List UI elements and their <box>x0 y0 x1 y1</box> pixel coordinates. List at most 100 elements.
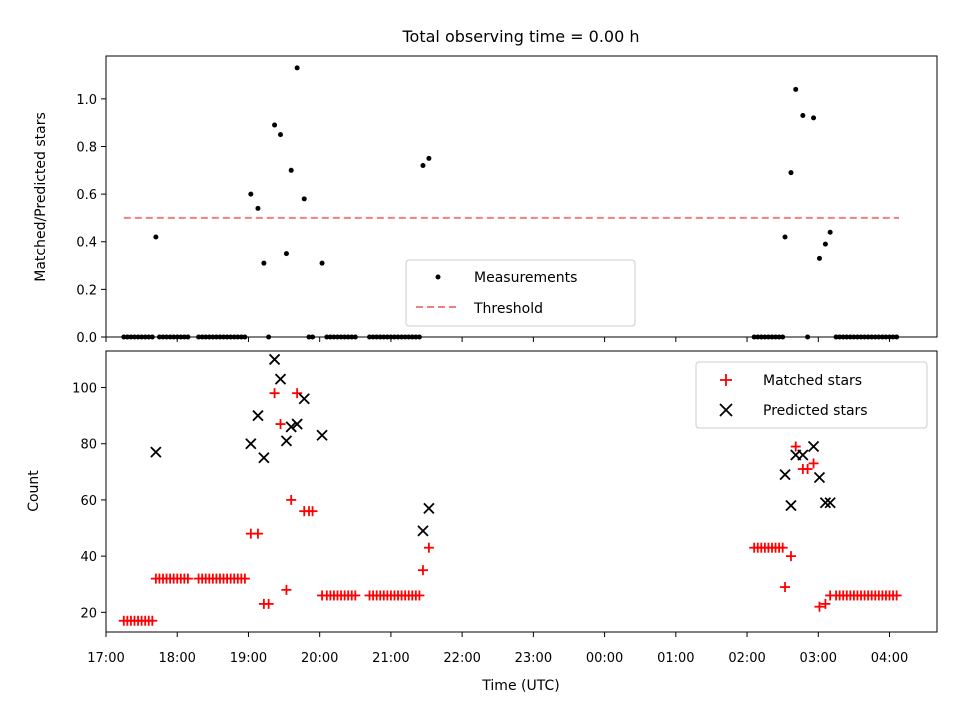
predicted-star-point <box>274 373 287 385</box>
measurement-point <box>782 234 788 240</box>
predicted-star-point <box>258 452 270 464</box>
measurement-point <box>261 260 267 266</box>
legend-measurements-marker <box>435 274 441 280</box>
matched-star-point <box>820 598 831 609</box>
y-tick-label: 80 <box>80 438 97 453</box>
measurement-point <box>153 234 159 240</box>
predicted-star-point <box>423 502 435 514</box>
matched-star-point <box>239 573 250 584</box>
measurement-point <box>248 191 254 197</box>
measurement-point <box>301 196 307 202</box>
matched-star-point <box>790 441 801 452</box>
legend-matched-label: Matched stars <box>763 373 862 389</box>
measurement-point <box>255 205 261 211</box>
x-tick-label: 22:00 <box>443 651 480 666</box>
matched-star-point <box>350 590 361 601</box>
predicted-star-point <box>150 446 162 458</box>
measurement-point <box>426 155 432 161</box>
x-tick-label: 21:00 <box>372 651 409 666</box>
predicted-star-point <box>280 435 293 447</box>
predicted-star-point <box>785 499 797 512</box>
predicted-star-point <box>779 469 791 481</box>
predicted-star-point <box>291 418 303 430</box>
matched-star-point <box>292 388 303 399</box>
matched-star-point <box>182 573 193 584</box>
measurement-point <box>283 251 289 257</box>
top-axes-frame <box>105 55 938 338</box>
y-tick-label: 60 <box>80 494 97 509</box>
measurement-point <box>822 241 828 247</box>
matched-star-point <box>417 565 428 576</box>
x-tick-label: 20:00 <box>301 651 338 666</box>
measurement-point <box>793 86 799 92</box>
y-tick-label: 40 <box>80 550 97 565</box>
x-tick-label: 17:00 <box>87 651 124 666</box>
predicted-star-point <box>824 497 836 509</box>
matched-star-point <box>147 615 158 626</box>
measurement-point <box>272 122 278 128</box>
measurement-point <box>827 229 833 235</box>
measurements-panel: Total observing time = 0.00 h Matched/Pr… <box>33 27 938 346</box>
matched-star-point <box>414 590 425 601</box>
measurement-point <box>278 132 284 138</box>
measurement-point <box>319 260 325 266</box>
predicted-star-point <box>268 353 281 366</box>
y-tick-label: 20 <box>80 606 97 621</box>
y-tick-label: 0.6 <box>76 188 97 203</box>
top-y-ticks: 0.0 0.2 0.4 0.6 0.8 1.0 <box>76 93 106 346</box>
legend-measurements-label: Measurements <box>474 270 577 286</box>
matched-star-point <box>281 584 292 595</box>
y-tick-label: 100 <box>72 382 97 397</box>
matched-star-point <box>891 590 902 601</box>
x-tick-label: 01:00 <box>657 651 694 666</box>
matched-star-point <box>307 506 318 517</box>
top-legend-box <box>405 259 636 327</box>
bottom-legend-box <box>695 361 928 429</box>
measurement-point <box>788 170 794 176</box>
x-tick-label: 18:00 <box>158 651 195 666</box>
bottom-plot-area <box>118 353 902 626</box>
bottom-axes-frame <box>105 350 938 633</box>
predicted-star-point <box>813 471 826 484</box>
x-axis-label: Time (UTC) <box>481 678 559 694</box>
predicted-star-point <box>252 409 264 422</box>
predicted-star-point <box>298 393 310 405</box>
legend-predicted-marker <box>719 403 733 417</box>
top-y-axis-label: Matched/Predicted stars <box>33 112 49 282</box>
x-tick-label: 19:00 <box>230 651 267 666</box>
matched-star-point <box>780 582 791 593</box>
matched-star-point <box>802 464 813 475</box>
matched-star-point <box>286 494 297 505</box>
y-tick-label: 0.8 <box>76 140 97 155</box>
matched-star-point <box>275 419 286 430</box>
matched-star-point <box>269 388 280 399</box>
predicted-star-point <box>807 440 820 453</box>
matched-star-point <box>785 551 796 562</box>
bottom-y-ticks: 20 40 60 80 100 <box>72 382 106 621</box>
legend-threshold-label: Threshold <box>473 301 543 317</box>
predicted-star-point <box>819 497 832 509</box>
y-tick-label: 0.0 <box>76 331 97 346</box>
bottom-legend: Matched stars Predicted stars <box>695 361 928 429</box>
y-tick-label: 1.0 <box>76 93 97 108</box>
matched-star-point <box>808 458 819 469</box>
top-legend: Measurements Threshold <box>405 259 636 327</box>
measurement-point <box>800 113 806 119</box>
measurement-point <box>294 65 300 71</box>
predicted-star-point <box>245 438 257 450</box>
matched-star-point <box>777 542 788 553</box>
bottom-x-ticks: 17:00 18:00 19:00 20:00 21:00 22:00 23:00 00:00… <box>87 632 908 666</box>
x-tick-label: 02:00 <box>728 651 765 666</box>
measurement-point <box>288 167 294 173</box>
chart-title: Total observing time = 0.00 h <box>401 27 639 46</box>
x-tick-label: 03:00 <box>800 651 837 666</box>
bottom-y-axis-label: Count <box>26 470 42 512</box>
x-tick-label: 00:00 <box>586 651 623 666</box>
y-tick-label: 0.2 <box>76 283 97 298</box>
matched-star-point <box>814 601 825 612</box>
y-tick-label: 0.4 <box>76 236 97 251</box>
measurement-point <box>811 115 817 121</box>
legend-matched-marker <box>720 374 732 386</box>
